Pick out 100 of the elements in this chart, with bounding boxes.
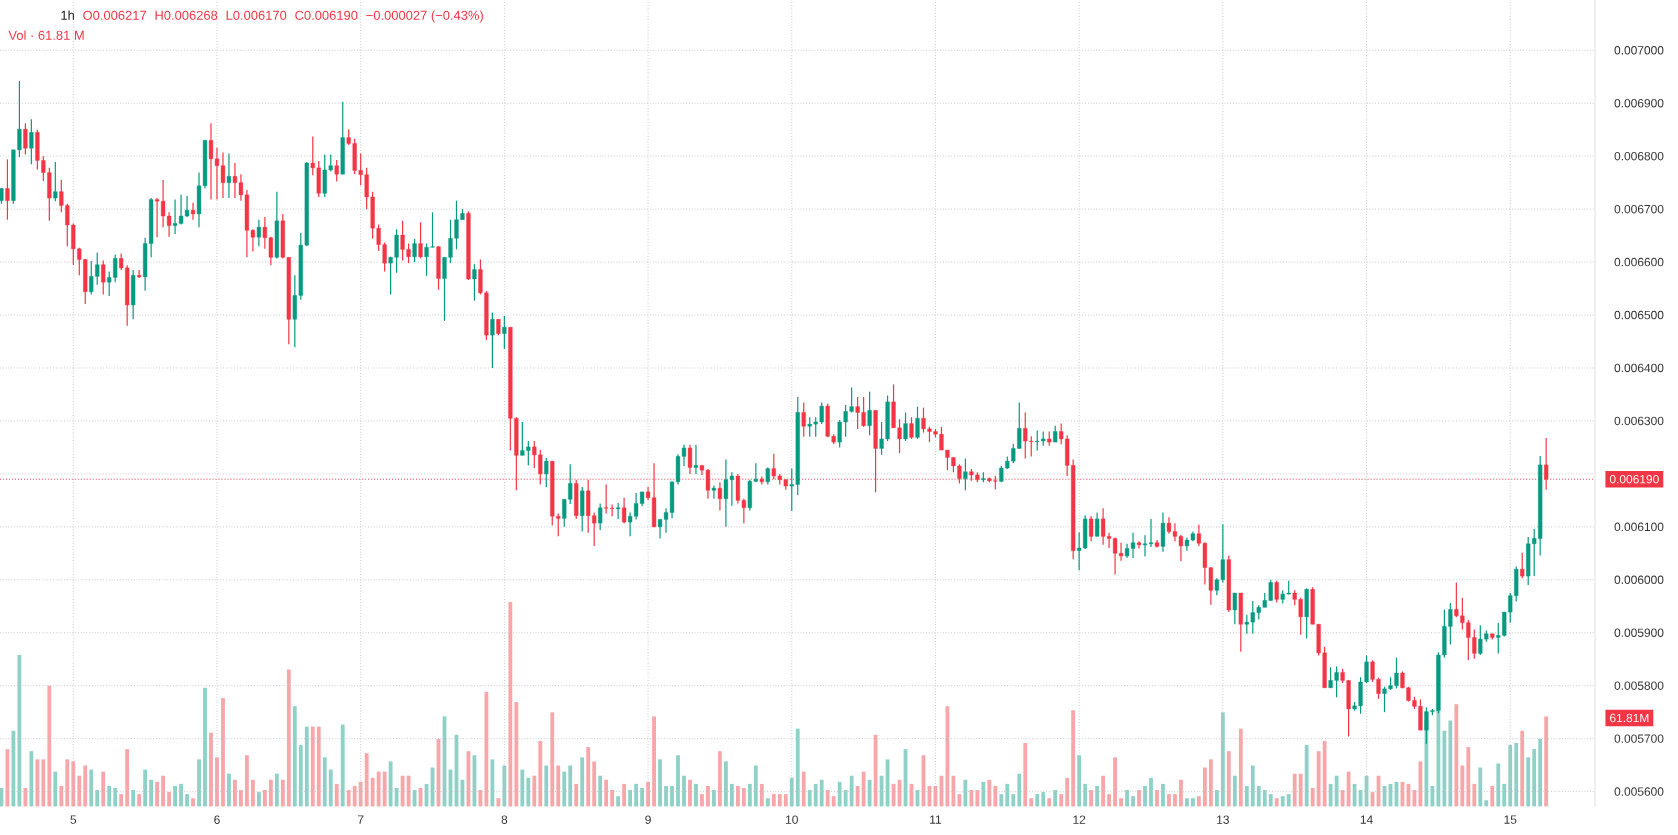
bar [1244,785,1249,807]
bar [358,781,363,807]
annotation: Vol · 61.81 M [8,30,84,40]
candlestick [53,161,58,202]
candlestick [963,457,968,491]
candlestick [717,481,723,512]
y-tick-label: 0.006800 [1614,151,1664,161]
bar [149,779,154,807]
bar [993,785,998,807]
bar [1041,792,1046,807]
candlestick [23,122,28,156]
bar [789,777,794,807]
bar [1017,773,1022,807]
bar [526,777,531,807]
bar [1059,794,1064,807]
bar [179,783,183,807]
bar [1179,779,1183,807]
bar [221,698,225,807]
x-tick-label: 14 [1360,815,1373,824]
candlestick [1274,580,1279,604]
bar [1250,765,1255,807]
candlestick [1095,511,1100,537]
bar [1113,757,1117,807]
bar [1155,790,1159,807]
bar [65,759,70,807]
bar [346,790,351,807]
bar [1340,790,1345,807]
y-tick-label: 0.005800 [1614,681,1664,690]
candlestick [616,502,621,520]
bar [1131,796,1135,807]
bar [628,790,633,807]
x-tick-label: 7 [357,815,364,824]
bar [101,771,106,807]
bar [197,759,201,807]
bar [682,775,686,807]
bar [771,794,776,807]
candlestick [1160,511,1166,553]
bar [298,745,303,807]
bar [47,685,52,807]
bar [131,790,136,807]
bar [1089,790,1094,807]
candlestick [418,221,423,259]
bar [1083,783,1088,807]
candlestick [190,202,196,221]
bar [532,775,537,807]
y-tick-label: 0.006900 [1614,99,1664,108]
bar [1430,785,1435,807]
bar [843,790,848,807]
bar [17,655,22,807]
annotation: H0.006268 [155,10,218,20]
bar [125,749,130,807]
candlestick [1136,540,1142,550]
bar [233,779,237,807]
bar [1214,790,1219,807]
candlestick [1520,552,1525,579]
annotation: C0.006190 [295,10,358,20]
bar [520,769,525,807]
bar [747,783,752,807]
bar [1490,785,1495,807]
candlestick [101,259,106,295]
bar [622,783,627,807]
bar [502,765,507,807]
candlestick [622,497,627,524]
bar [185,794,189,807]
bar [292,706,297,807]
bar [1466,747,1471,807]
bar [1161,783,1165,807]
bar [831,796,836,807]
bar [245,755,249,807]
bar [1238,728,1243,807]
bar [304,726,309,807]
bar [700,794,704,807]
x-tick-label: 5 [70,815,77,824]
bar [658,759,662,807]
bar [119,794,124,807]
bar [1202,767,1207,807]
bar [1532,749,1537,807]
y-tick-label: 0.006000 [1614,575,1664,585]
bar [1167,794,1171,807]
bar [1143,785,1147,807]
bar [1196,796,1201,807]
bar [604,779,609,807]
bar [562,771,567,807]
y-tick-label: 0.006700 [1614,204,1664,214]
bar [143,769,148,807]
bar [382,771,387,807]
candlestick [544,457,549,488]
bar [1526,757,1531,807]
bar [1149,777,1153,807]
bar [514,702,519,807]
bar [262,790,267,807]
bar [316,726,321,807]
x-tick-label: 10 [786,815,798,824]
ref-line-label: 0.006190 [1609,474,1659,484]
bar [1047,798,1052,807]
bar [807,790,812,807]
bar [23,787,28,807]
candlestick [693,444,699,475]
candlestick [29,118,34,165]
bar [861,771,866,807]
